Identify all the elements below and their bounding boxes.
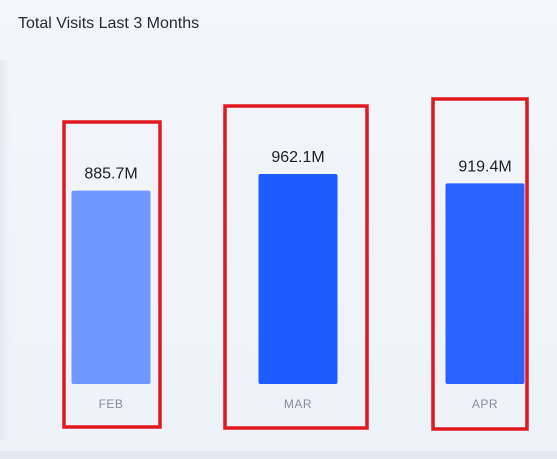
bar-apr[interactable] <box>445 183 525 384</box>
bar-mar[interactable] <box>258 174 338 384</box>
card-bottom-divider <box>0 451 557 459</box>
bar-feb[interactable] <box>71 190 151 384</box>
card-edge-shading <box>0 60 10 440</box>
value-label-apr: 919.4M <box>458 158 511 175</box>
chart-title: Total Visits Last 3 Months <box>18 15 200 32</box>
category-label-feb: FEB <box>99 397 124 411</box>
value-label-feb: 885.7M <box>84 166 137 183</box>
highlight-box-feb <box>62 120 162 429</box>
category-label-apr: APR <box>472 397 498 411</box>
value-label-mar: 962.1M <box>271 149 324 166</box>
highlight-box-mar <box>223 104 369 430</box>
highlight-box-apr <box>431 97 529 431</box>
category-label-mar: MAR <box>284 397 312 411</box>
